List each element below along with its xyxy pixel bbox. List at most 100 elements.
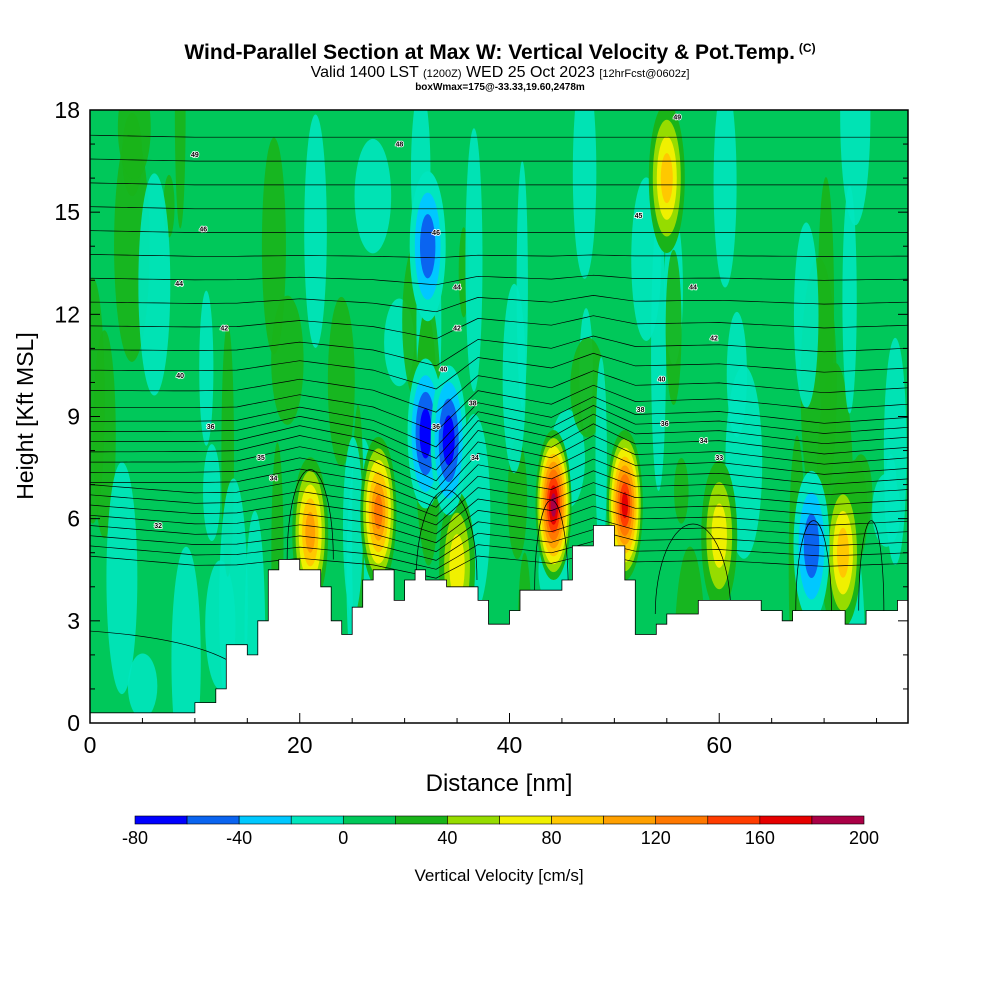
isentrope (90, 254, 908, 259)
colorbar-swatch (551, 815, 604, 825)
x-axis-label: Distance [nm] (426, 770, 573, 797)
terrain (89, 525, 909, 724)
velocity-streak (354, 138, 392, 254)
y-tick-label: 18 (54, 97, 80, 123)
x-tick-label: 0 (84, 732, 97, 758)
title-block: Wind-Parallel Section at Max W: Vertical… (0, 36, 1000, 93)
isentrope-label: 45 (635, 213, 643, 220)
isentrope (90, 315, 908, 340)
colorbar-tick-label: 200 (849, 828, 879, 848)
velocity-streak (674, 458, 689, 524)
isentrope (90, 405, 908, 459)
colorbar-tick-label: -80 (122, 828, 148, 848)
velocity-streak (106, 462, 138, 695)
isentrope-label: 44 (453, 285, 461, 292)
isentrope-label: 49 (191, 152, 199, 159)
colorbar-swatch (603, 815, 657, 825)
isentrope (286, 469, 334, 560)
colorbar: -80 -40 0 40 80 120 160 200 (122, 815, 879, 848)
y-axis-label: Height [Kft MSL] (12, 332, 38, 499)
colorbar-swatch (499, 815, 552, 825)
title-mark: (C) (798, 41, 816, 55)
isentrope-label: 42 (710, 336, 718, 343)
velocity-streak (138, 173, 171, 396)
velocity-streak (872, 473, 901, 547)
isentrope (795, 520, 832, 611)
isentrope (90, 396, 908, 448)
isentrope-lines (90, 134, 908, 690)
isentrope (90, 482, 908, 526)
axes: 0 20 40 60 0 36 9 12 15 18 (54, 97, 908, 758)
colorbar-swatch (342, 815, 396, 825)
updraft-core (550, 493, 557, 517)
downdraft-core (803, 513, 820, 579)
isentrope-label: 40 (440, 366, 448, 373)
velocity-streak (572, 110, 597, 279)
colorbar-tick-label: 160 (745, 828, 775, 848)
isentrope (534, 499, 569, 591)
isentrope (90, 529, 908, 561)
isentrope-label: 36 (432, 424, 440, 431)
isentrope-label: 40 (176, 373, 184, 380)
y-tick-label: 0 (67, 710, 80, 736)
updraft-core (660, 153, 673, 204)
chart-subtitle: Valid 1400 LST (1200Z) WED 25 Oct 2023 [… (310, 64, 690, 81)
y-tick-label: 12 (54, 301, 80, 327)
isentrope-label: 35 (257, 455, 265, 462)
isentrope (90, 505, 908, 544)
velocity-streak (465, 128, 483, 392)
isentrope (90, 230, 908, 233)
isentrope-label: 38 (637, 407, 645, 414)
colorbar-swatch (395, 815, 448, 825)
isentrope-label: 44 (689, 285, 697, 292)
velocity-streak (117, 110, 151, 180)
colorbar-swatch (759, 815, 813, 825)
x-tick-label: 60 (706, 732, 732, 758)
downdraft-core (442, 415, 455, 466)
isentrope (90, 295, 908, 313)
isentrope-label: 38 (469, 400, 477, 407)
isentrope (90, 370, 908, 413)
x-tick-label: 20 (287, 732, 313, 758)
isentrope (90, 182, 908, 186)
updraft-core (449, 534, 465, 599)
isentrope (90, 274, 908, 286)
isentrope (90, 540, 908, 570)
isentrope-label: 44 (175, 281, 183, 288)
isentrope (90, 134, 908, 138)
velocity-streak (171, 546, 201, 723)
velocity-streak (327, 296, 355, 467)
velocity-streak (342, 437, 364, 616)
terrain-mask (89, 525, 909, 724)
colorbar-tick-label: 80 (542, 828, 562, 848)
colorbar-tick-label: 120 (641, 828, 671, 848)
chart-title: Wind-Parallel Section at Max W: Vertical… (184, 41, 816, 64)
y-tick-label: 9 (67, 404, 80, 430)
isentrope (90, 384, 908, 432)
isentrope (90, 206, 908, 210)
y-tick-label: 3 (67, 608, 80, 634)
isentrope (858, 520, 885, 611)
velocity-streak (271, 295, 304, 425)
isentrope (90, 493, 908, 535)
isentrope (90, 470, 908, 517)
isentrope (90, 423, 908, 482)
isentrope-label: 32 (154, 523, 162, 530)
colorbar-swatch (655, 815, 709, 825)
y-tick-label: 15 (54, 199, 80, 225)
isentrope (415, 489, 478, 580)
isentrope-label: 42 (220, 325, 228, 332)
updraft-core (374, 494, 383, 530)
colorbar-swatch (134, 815, 188, 825)
chart-subtitle-2: boxWmax=175@-33.33,19.60,2478m (415, 82, 585, 93)
isentrope (90, 335, 908, 367)
colorbar-tick-label: 0 (338, 828, 348, 848)
isentrope-label: 36 (207, 424, 215, 431)
downdraft-core (419, 214, 436, 279)
downdraft-core (419, 408, 432, 459)
colorbar-tick-label: -40 (226, 828, 252, 848)
velocity-streak (842, 185, 857, 414)
isentrope-label: 49 (673, 114, 681, 121)
velocity-streak (793, 222, 819, 408)
